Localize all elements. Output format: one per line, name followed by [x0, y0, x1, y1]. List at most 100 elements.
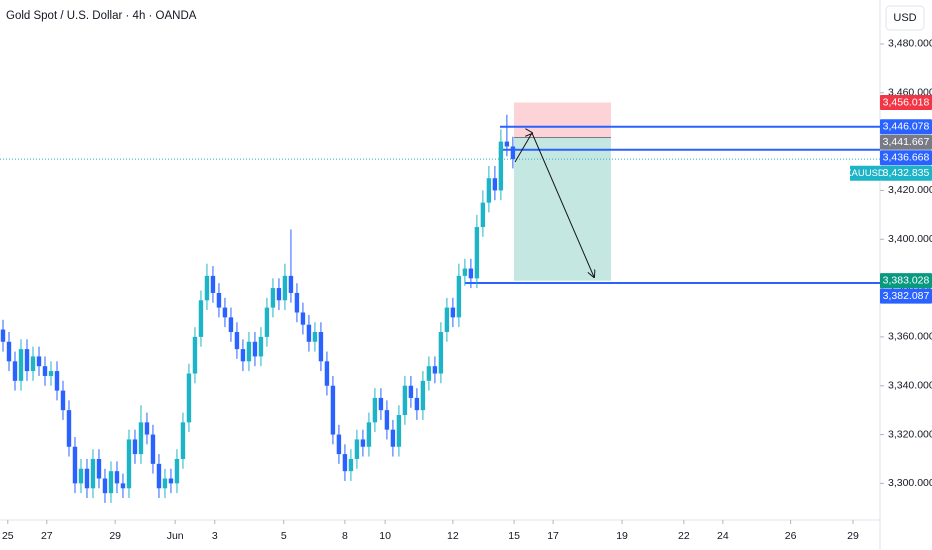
- y-tick-label: 3,420.000: [888, 184, 932, 196]
- x-tick-label: 29: [109, 530, 121, 542]
- candle-body: [144, 422, 150, 435]
- candle-body: [348, 458, 354, 472]
- candle-body: [258, 336, 264, 357]
- candle-body: [474, 227, 480, 279]
- candle-body: [396, 415, 402, 447]
- x-tick-label: 26: [785, 530, 797, 542]
- candle-body: [24, 349, 30, 372]
- y-tick-label: 3,320.000: [888, 428, 932, 440]
- candle-body: [48, 371, 54, 376]
- price-label-box: [880, 150, 932, 166]
- candle-body: [108, 471, 114, 494]
- candle-body: [264, 307, 270, 337]
- candle-body: [60, 390, 66, 411]
- y-tick-label: 3,480.000: [888, 38, 932, 50]
- candle-body: [90, 458, 96, 489]
- candle-body: [54, 371, 60, 391]
- candle-body: [114, 471, 120, 484]
- candle-body: [42, 366, 48, 376]
- candle-body: [456, 275, 462, 318]
- candle-body: [432, 366, 438, 374]
- candle-body: [216, 292, 222, 308]
- y-tick-label: 3,340.000: [888, 380, 932, 392]
- candle-body: [120, 483, 126, 489]
- price-label-box: [880, 273, 932, 289]
- y-tick-label: 3,360.000: [888, 331, 932, 343]
- candle-body: [444, 307, 450, 333]
- candle-body: [438, 332, 444, 374]
- candle-body: [366, 422, 372, 447]
- x-tick-label: 19: [616, 530, 628, 542]
- candle-body: [486, 178, 492, 203]
- candle-body: [18, 349, 24, 381]
- candle-body: [204, 275, 210, 301]
- candle-body: [0, 329, 6, 342]
- currency-button[interactable]: [885, 5, 925, 31]
- candle-body: [12, 361, 18, 381]
- x-tick-label: Jun: [167, 530, 184, 542]
- projection-arrow: [514, 133, 594, 277]
- candle-body: [168, 478, 174, 484]
- x-tick-label: 24: [717, 530, 729, 542]
- candle-body: [468, 268, 474, 279]
- price-label-box: [880, 119, 932, 135]
- candle-body: [450, 307, 456, 318]
- stop-zone: [514, 102, 611, 138]
- price-label: 3,432.835: [883, 167, 930, 179]
- candle-body: [492, 178, 498, 191]
- x-tick-label: 8: [342, 530, 348, 542]
- x-tick-label: 27: [41, 530, 53, 542]
- x-tick-label: 15: [508, 530, 520, 542]
- price-label: 3,446.078: [883, 121, 930, 133]
- candle-body: [198, 300, 204, 337]
- candle-body: [150, 434, 156, 464]
- candle-body: [210, 275, 216, 293]
- x-tick-label: 12: [447, 530, 459, 542]
- candle-body: [276, 288, 282, 301]
- candle-body: [480, 202, 486, 228]
- candle-body: [6, 341, 12, 362]
- candle-body: [504, 141, 510, 147]
- candle-body: [186, 373, 192, 423]
- x-tick-label: 10: [379, 530, 391, 542]
- candle-body: [420, 380, 426, 411]
- candle-body: [336, 434, 342, 455]
- price-label-box: [880, 134, 932, 150]
- candle-body: [354, 439, 360, 459]
- candle-body: [312, 332, 318, 342]
- candle-body: [426, 366, 432, 381]
- price-label-box: [880, 165, 932, 181]
- candle-body: [372, 397, 378, 423]
- candle-body: [246, 341, 252, 362]
- candle-body: [390, 429, 396, 447]
- candle-body: [156, 463, 162, 489]
- candle-body: [384, 410, 390, 430]
- candle-body: [102, 478, 108, 494]
- candle-body: [252, 341, 258, 357]
- x-tick-label: 29: [847, 530, 859, 542]
- candle-body: [342, 454, 348, 472]
- candle-body: [222, 307, 228, 318]
- candle-body: [510, 146, 516, 160]
- symbol-label: XAUUSD: [845, 168, 885, 179]
- candle-body: [36, 356, 42, 367]
- chart-title: Gold Spot / U.S. Dollar · 4h · OANDA: [6, 10, 197, 22]
- x-tick-label: 5: [281, 530, 287, 542]
- candle-body: [462, 268, 468, 276]
- candle-body: [192, 336, 198, 374]
- candle-body: [414, 397, 420, 411]
- price-label: 3,441.667: [883, 136, 930, 148]
- candle-body: [330, 385, 336, 435]
- price-label-box: [880, 288, 932, 304]
- x-tick-label: 3: [212, 530, 218, 542]
- symbol-box: [850, 165, 880, 181]
- candle-body: [138, 422, 144, 455]
- x-tick-label: 17: [547, 530, 559, 542]
- candle-body: [282, 275, 288, 301]
- candle-body: [324, 361, 330, 386]
- y-tick-label: 3,400.000: [888, 233, 932, 245]
- candle-body: [270, 288, 276, 308]
- candle-body: [360, 439, 366, 447]
- x-tick-label: 25: [2, 530, 14, 542]
- price-label: 3,383.028: [883, 274, 930, 286]
